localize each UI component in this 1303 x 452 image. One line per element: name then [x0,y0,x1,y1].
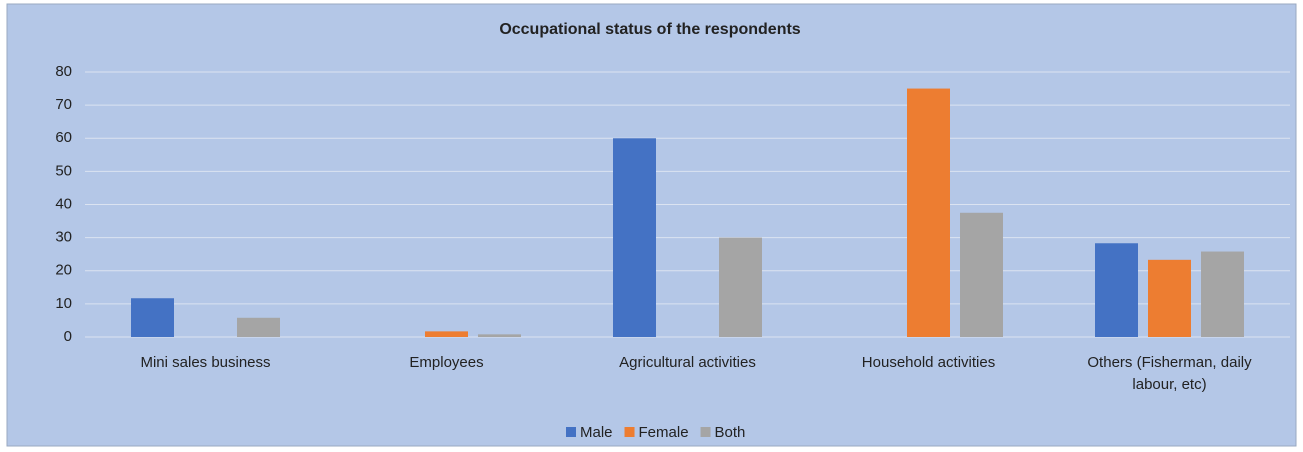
bar [425,331,468,337]
bar [960,212,1003,337]
y-tick-label: 30 [55,229,72,246]
y-tick-label: 0 [64,328,72,345]
bar [1095,243,1138,337]
x-tick-label: Mini sales business [140,354,271,371]
bar [613,138,656,337]
legend-swatch [566,427,576,437]
legend-label: Male [580,424,613,441]
chart-title: Occupational status of the respondents [499,21,800,38]
bar [719,237,762,337]
legend-label: Both [715,424,746,441]
y-tick-label: 10 [55,295,72,312]
x-tick-label: Others (Fisherman, daily labour, etc) [1087,354,1252,393]
y-tick-label: 20 [55,262,72,279]
y-tick-label: 60 [55,129,72,146]
bar [237,317,280,337]
legend-label: Female [639,424,689,441]
y-tick-label: 80 [55,63,72,80]
legend-swatch [700,427,711,437]
y-tick-label: 70 [55,96,72,113]
bar [131,298,174,337]
x-tick-label: Agricultural activities [619,354,756,371]
x-tick-label: Household activities [861,354,996,371]
x-tick-label: Employees [409,354,484,371]
y-tick-label: 50 [55,162,72,179]
legend-swatch [624,427,635,437]
bar [1201,251,1244,337]
y-tick-label: 40 [55,195,72,212]
bar [1148,259,1191,337]
bar [478,334,521,337]
bar [907,88,950,337]
